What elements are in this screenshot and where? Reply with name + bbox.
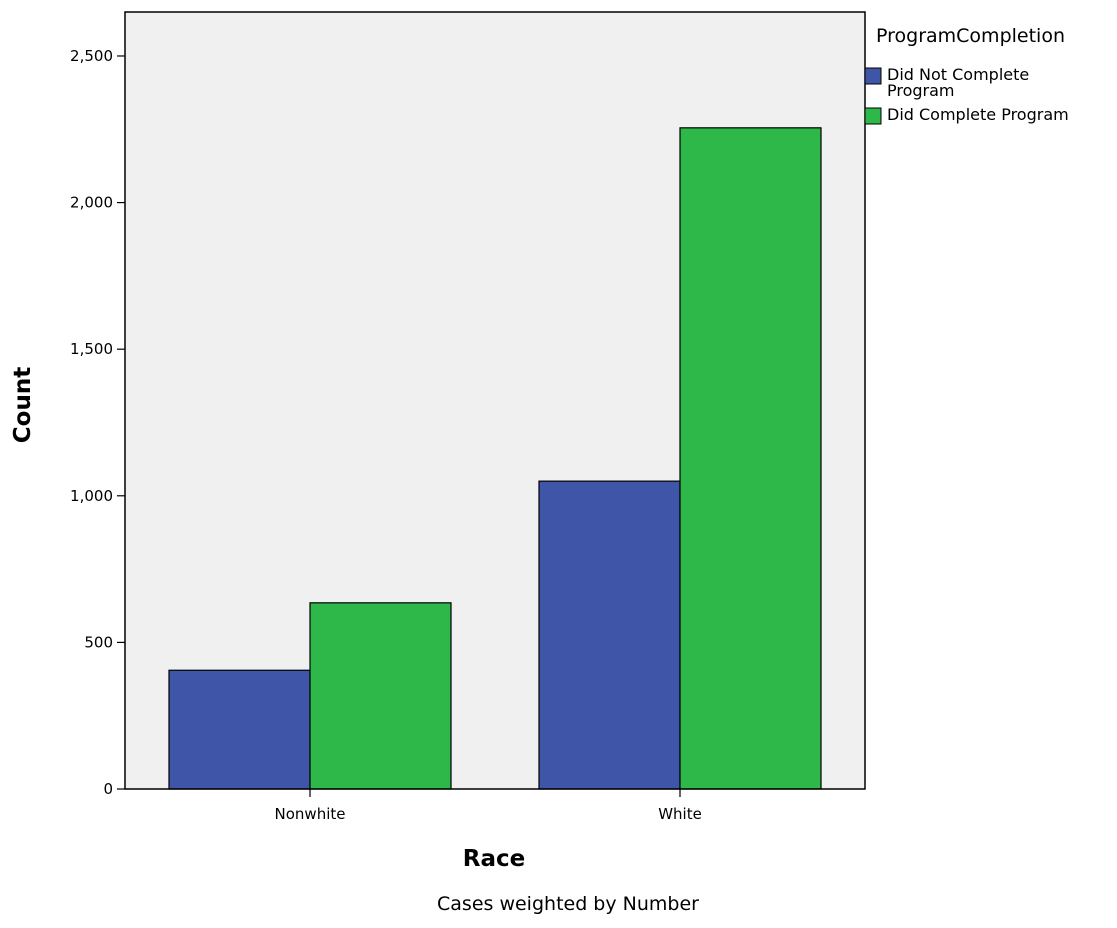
y-tick-label: 2,000 [70,194,113,212]
y-tick-label: 1,000 [70,487,113,505]
legend-label-2: Did Complete Program [887,105,1069,124]
legend: ProgramCompletion Did Not CompleteProgra… [864,25,1069,125]
legend-swatch-2 [864,107,882,125]
bar-white-series-1 [538,480,681,790]
bar-white-series-2 [679,127,822,790]
y-tick-label: 500 [84,633,113,651]
y-tick-label: 0 [103,780,113,798]
bars-group [168,127,822,790]
x-axis-title: Race [463,846,525,872]
y-axis-title: Count [10,367,36,443]
footnote: Cases weighted by Number [437,893,699,915]
y-tick-label: 1,500 [70,340,113,358]
x-tick-label-nonwhite: Nonwhite [275,805,346,823]
y-tick-label: 2,500 [70,47,113,65]
plot-frame [124,11,866,790]
legend-label-1: Program [887,81,955,100]
legend-title: ProgramCompletion [876,25,1065,47]
bar-nonwhite-series-1 [168,669,311,790]
bar-nonwhite-series-2 [309,602,452,790]
x-axis: Nonwhite White [275,789,702,823]
y-axis: 0 500 1,000 1,500 2,000 2,500 [70,47,125,798]
legend-swatch-1 [864,67,882,85]
legend-label-1: Did Not Complete [887,65,1029,84]
x-tick-label-white: White [658,805,702,823]
